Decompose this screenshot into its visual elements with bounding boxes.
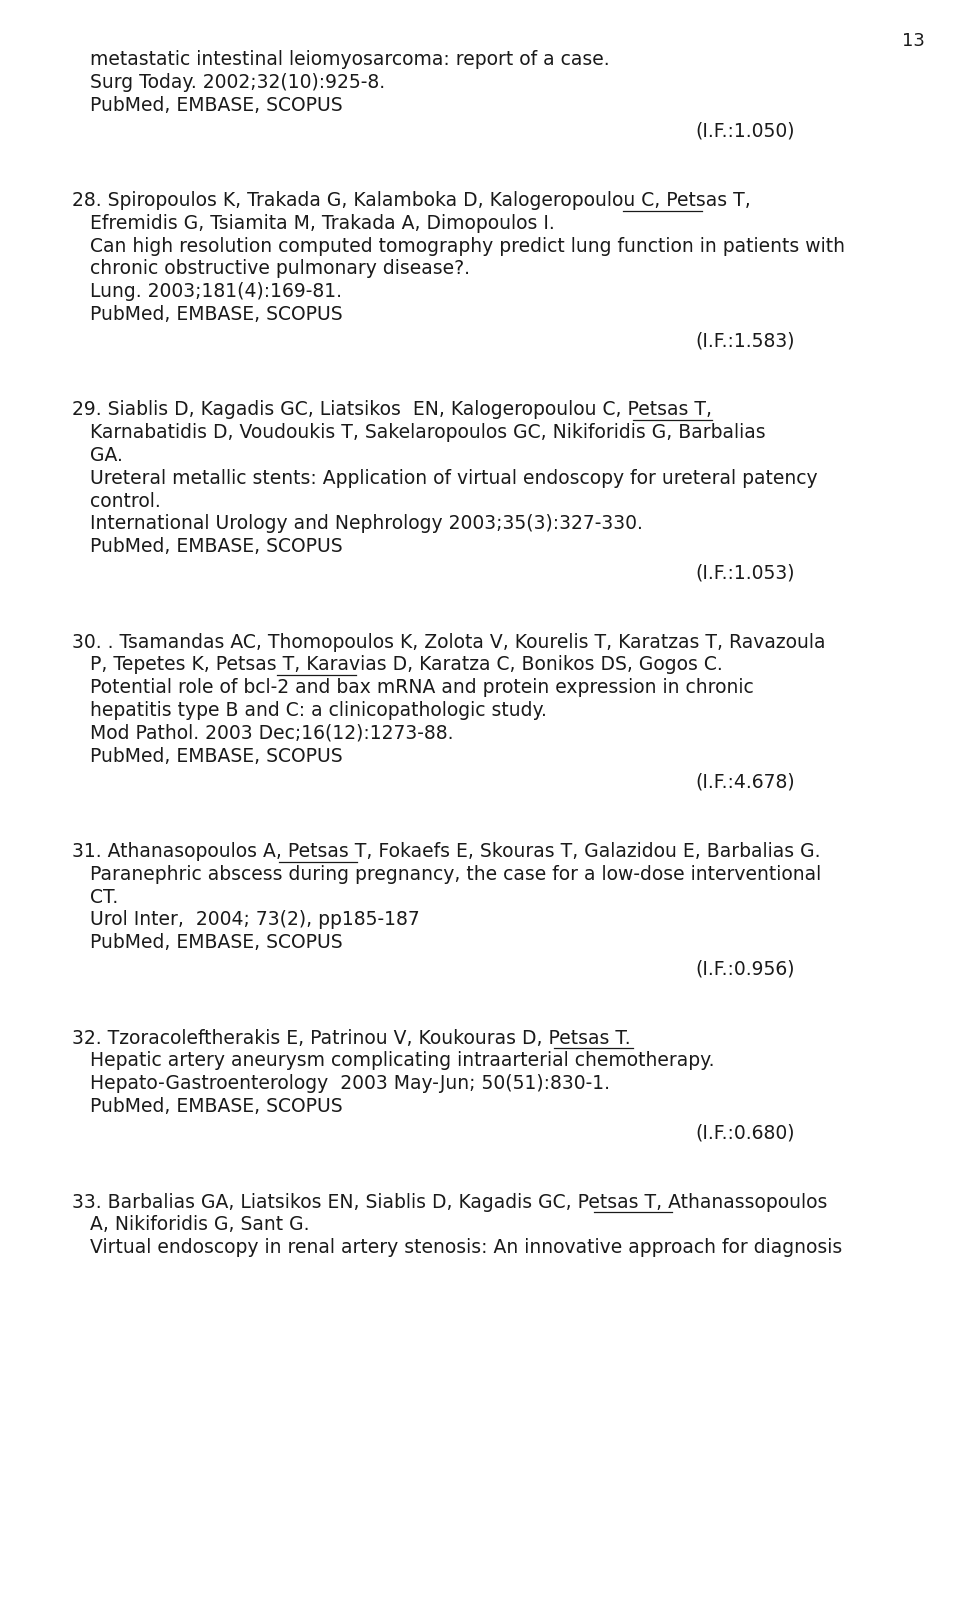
Text: Potential role of bcl-2 and bax mRNA and protein expression in chronic: Potential role of bcl-2 and bax mRNA and…	[90, 679, 754, 697]
Text: (I.F.:1.050): (I.F.:1.050)	[695, 122, 795, 142]
Text: (I.F.:1.583): (I.F.:1.583)	[695, 331, 795, 351]
Text: PubMed, EMBASE, SCOPUS: PubMed, EMBASE, SCOPUS	[90, 933, 343, 953]
Text: Mod Pathol. 2003 Dec;16(12):1273-88.: Mod Pathol. 2003 Dec;16(12):1273-88.	[90, 724, 453, 743]
Text: 32. Tzoracoleftherakis E, Patrinou V, Koukouras D, Petsas T.: 32. Tzoracoleftherakis E, Patrinou V, Ko…	[72, 1028, 631, 1047]
Text: P, Tepetes K, Petsas T, Karavias D, Karatza C, Bonikos DS, Gogos C.: P, Tepetes K, Petsas T, Karavias D, Kara…	[90, 655, 723, 674]
Text: Can high resolution computed tomography predict lung function in patients with: Can high resolution computed tomography …	[90, 237, 845, 256]
Text: Hepatic artery aneurysm complicating intraarterial chemotherapy.: Hepatic artery aneurysm complicating int…	[90, 1052, 714, 1070]
Text: hepatitis type B and C: a clinicopathologic study.: hepatitis type B and C: a clinicopatholo…	[90, 702, 547, 721]
Text: (I.F.:0.680): (I.F.:0.680)	[695, 1123, 795, 1142]
Text: 13: 13	[902, 32, 925, 50]
Text: International Urology and Nephrology 2003;35(3):327-330.: International Urology and Nephrology 200…	[90, 515, 643, 534]
Text: CT.: CT.	[90, 888, 118, 907]
Text: Karnabatidis D, Voudoukis T, Sakelaropoulos GC, Nikiforidis G, Barbalias: Karnabatidis D, Voudoukis T, Sakelaropou…	[90, 423, 766, 442]
Text: PubMed, EMBASE, SCOPUS: PubMed, EMBASE, SCOPUS	[90, 306, 343, 323]
Text: (I.F.:0.956): (I.F.:0.956)	[695, 959, 795, 978]
Text: 28. Spiropoulos K, Trakada G, Kalamboka D, Kalogeropoulou C, Petsas T,: 28. Spiropoulos K, Trakada G, Kalamboka …	[72, 191, 751, 211]
Text: A, Nikiforidis G, Sant G.: A, Nikiforidis G, Sant G.	[90, 1215, 309, 1234]
Text: control.: control.	[90, 492, 160, 510]
Text: metastatic intestinal leiomyosarcoma: report of a case.: metastatic intestinal leiomyosarcoma: re…	[90, 50, 610, 69]
Text: GA.: GA.	[90, 446, 123, 465]
Text: 29. Siablis D, Kagadis GC, Liatsikos  EN, Kalogeropoulou C, Petsas T,: 29. Siablis D, Kagadis GC, Liatsikos EN,…	[72, 401, 712, 420]
Text: 31. Athanasopoulos A, Petsas T, Fokaefs E, Skouras T, Galazidou E, Barbalias G.: 31. Athanasopoulos A, Petsas T, Fokaefs …	[72, 842, 821, 861]
Text: Virtual endoscopy in renal artery stenosis: An innovative approach for diagnosis: Virtual endoscopy in renal artery stenos…	[90, 1237, 842, 1257]
Text: (I.F.:4.678): (I.F.:4.678)	[695, 772, 795, 792]
Text: PubMed, EMBASE, SCOPUS: PubMed, EMBASE, SCOPUS	[90, 1097, 343, 1117]
Text: Lung. 2003;181(4):169-81.: Lung. 2003;181(4):169-81.	[90, 282, 342, 301]
Text: Surg Today. 2002;32(10):925-8.: Surg Today. 2002;32(10):925-8.	[90, 72, 385, 92]
Text: Efremidis G, Tsiamita M, Trakada A, Dimopoulos I.: Efremidis G, Tsiamita M, Trakada A, Dimo…	[90, 214, 555, 233]
Text: Hepato-Gastroenterology  2003 May-Jun; 50(51):830-1.: Hepato-Gastroenterology 2003 May-Jun; 50…	[90, 1075, 610, 1093]
Text: chronic obstructive pulmonary disease?.: chronic obstructive pulmonary disease?.	[90, 259, 470, 278]
Text: 30. . Tsamandas AC, Thomopoulos K, Zolota V, Kourelis T, Karatzas T, Ravazoula: 30. . Tsamandas AC, Thomopoulos K, Zolot…	[72, 632, 826, 652]
Text: PubMed, EMBASE, SCOPUS: PubMed, EMBASE, SCOPUS	[90, 747, 343, 766]
Text: Paranephric abscess during pregnancy, the case for a low-dose interventional: Paranephric abscess during pregnancy, th…	[90, 866, 821, 883]
Text: 33. Barbalias GA, Liatsikos EN, Siablis D, Kagadis GC, Petsas T, Athanassopoulos: 33. Barbalias GA, Liatsikos EN, Siablis …	[72, 1192, 828, 1212]
Text: Ureteral metallic stents: Application of virtual endoscopy for ureteral patency: Ureteral metallic stents: Application of…	[90, 468, 818, 488]
Text: PubMed, EMBASE, SCOPUS: PubMed, EMBASE, SCOPUS	[90, 537, 343, 557]
Text: (I.F.:1.053): (I.F.:1.053)	[695, 563, 795, 582]
Text: PubMed, EMBASE, SCOPUS: PubMed, EMBASE, SCOPUS	[90, 95, 343, 114]
Text: Urol Inter,  2004; 73(2), pp185-187: Urol Inter, 2004; 73(2), pp185-187	[90, 911, 420, 930]
